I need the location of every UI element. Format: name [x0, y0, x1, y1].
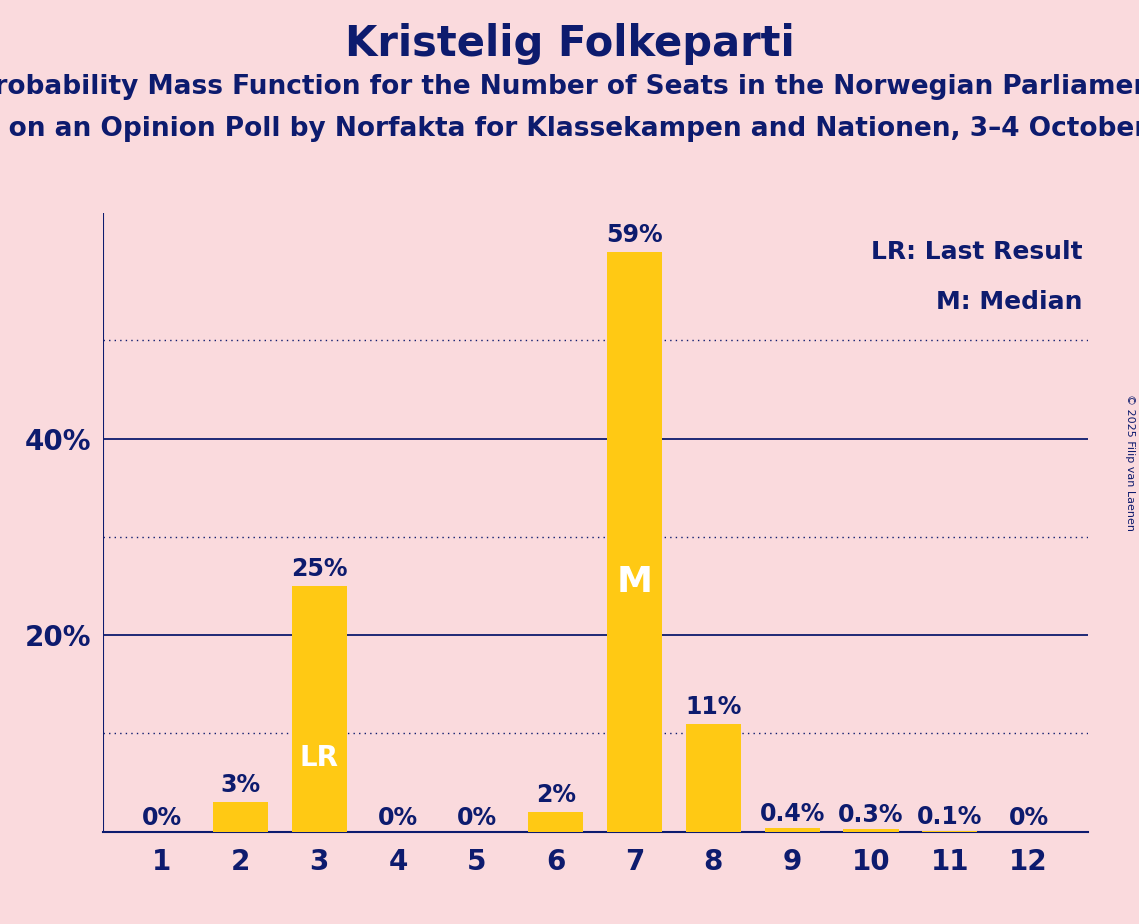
Bar [292, 586, 347, 832]
Text: 0%: 0% [141, 806, 182, 830]
Text: 0.1%: 0.1% [917, 805, 983, 829]
Text: 0%: 0% [457, 806, 497, 830]
Bar [528, 812, 583, 832]
Bar [607, 252, 662, 832]
Bar [213, 802, 268, 832]
Bar [686, 723, 741, 832]
Text: 0%: 0% [378, 806, 418, 830]
Text: 3%: 3% [220, 773, 261, 797]
Text: LR: LR [300, 744, 338, 772]
Text: 25%: 25% [290, 557, 347, 581]
Bar [923, 831, 977, 832]
Text: Probability Mass Function for the Number of Seats in the Norwegian Parliament: Probability Mass Function for the Number… [0, 74, 1139, 100]
Text: M: M [616, 565, 653, 600]
Bar [764, 828, 820, 832]
Text: 59%: 59% [606, 223, 663, 247]
Text: LR: Last Result: LR: Last Result [871, 240, 1083, 264]
Text: M: Median: M: Median [936, 290, 1083, 314]
Bar [843, 829, 899, 832]
Text: © 2025 Filip van Laenen: © 2025 Filip van Laenen [1125, 394, 1134, 530]
Text: Kristelig Folkeparti: Kristelig Folkeparti [345, 23, 794, 65]
Text: 0%: 0% [1008, 806, 1049, 830]
Text: 0.3%: 0.3% [838, 803, 903, 827]
Text: 2%: 2% [535, 783, 575, 807]
Text: 11%: 11% [686, 695, 741, 719]
Text: 0.4%: 0.4% [760, 802, 825, 826]
Text: Based on an Opinion Poll by Norfakta for Klassekampen and Nationen, 3–4 October : Based on an Opinion Poll by Norfakta for… [0, 116, 1139, 141]
